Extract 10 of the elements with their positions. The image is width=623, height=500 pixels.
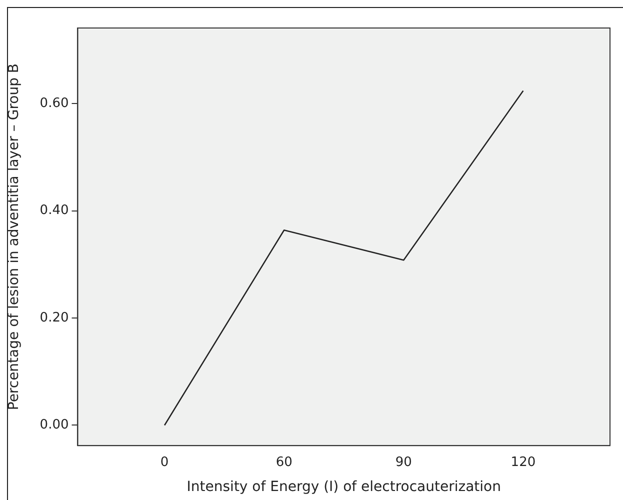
x-axis-title: Intensity of Energy (I) of electrocauterization (186, 479, 501, 496)
y-tick-label: 0.20 (40, 310, 69, 326)
x-tick-label: 60 (276, 454, 292, 470)
y-tick-label: 0.40 (40, 203, 69, 218)
y-axis-title: Percentage of lesion in adventitia layer – Group B (6, 63, 22, 410)
y-tick-label: 0.60 (40, 96, 69, 111)
x-tick-label: 0 (160, 454, 169, 470)
x-tick-label: 120 (510, 454, 536, 470)
x-tick-label: 90 (395, 454, 412, 470)
y-tick-label: 0.00 (40, 418, 69, 433)
